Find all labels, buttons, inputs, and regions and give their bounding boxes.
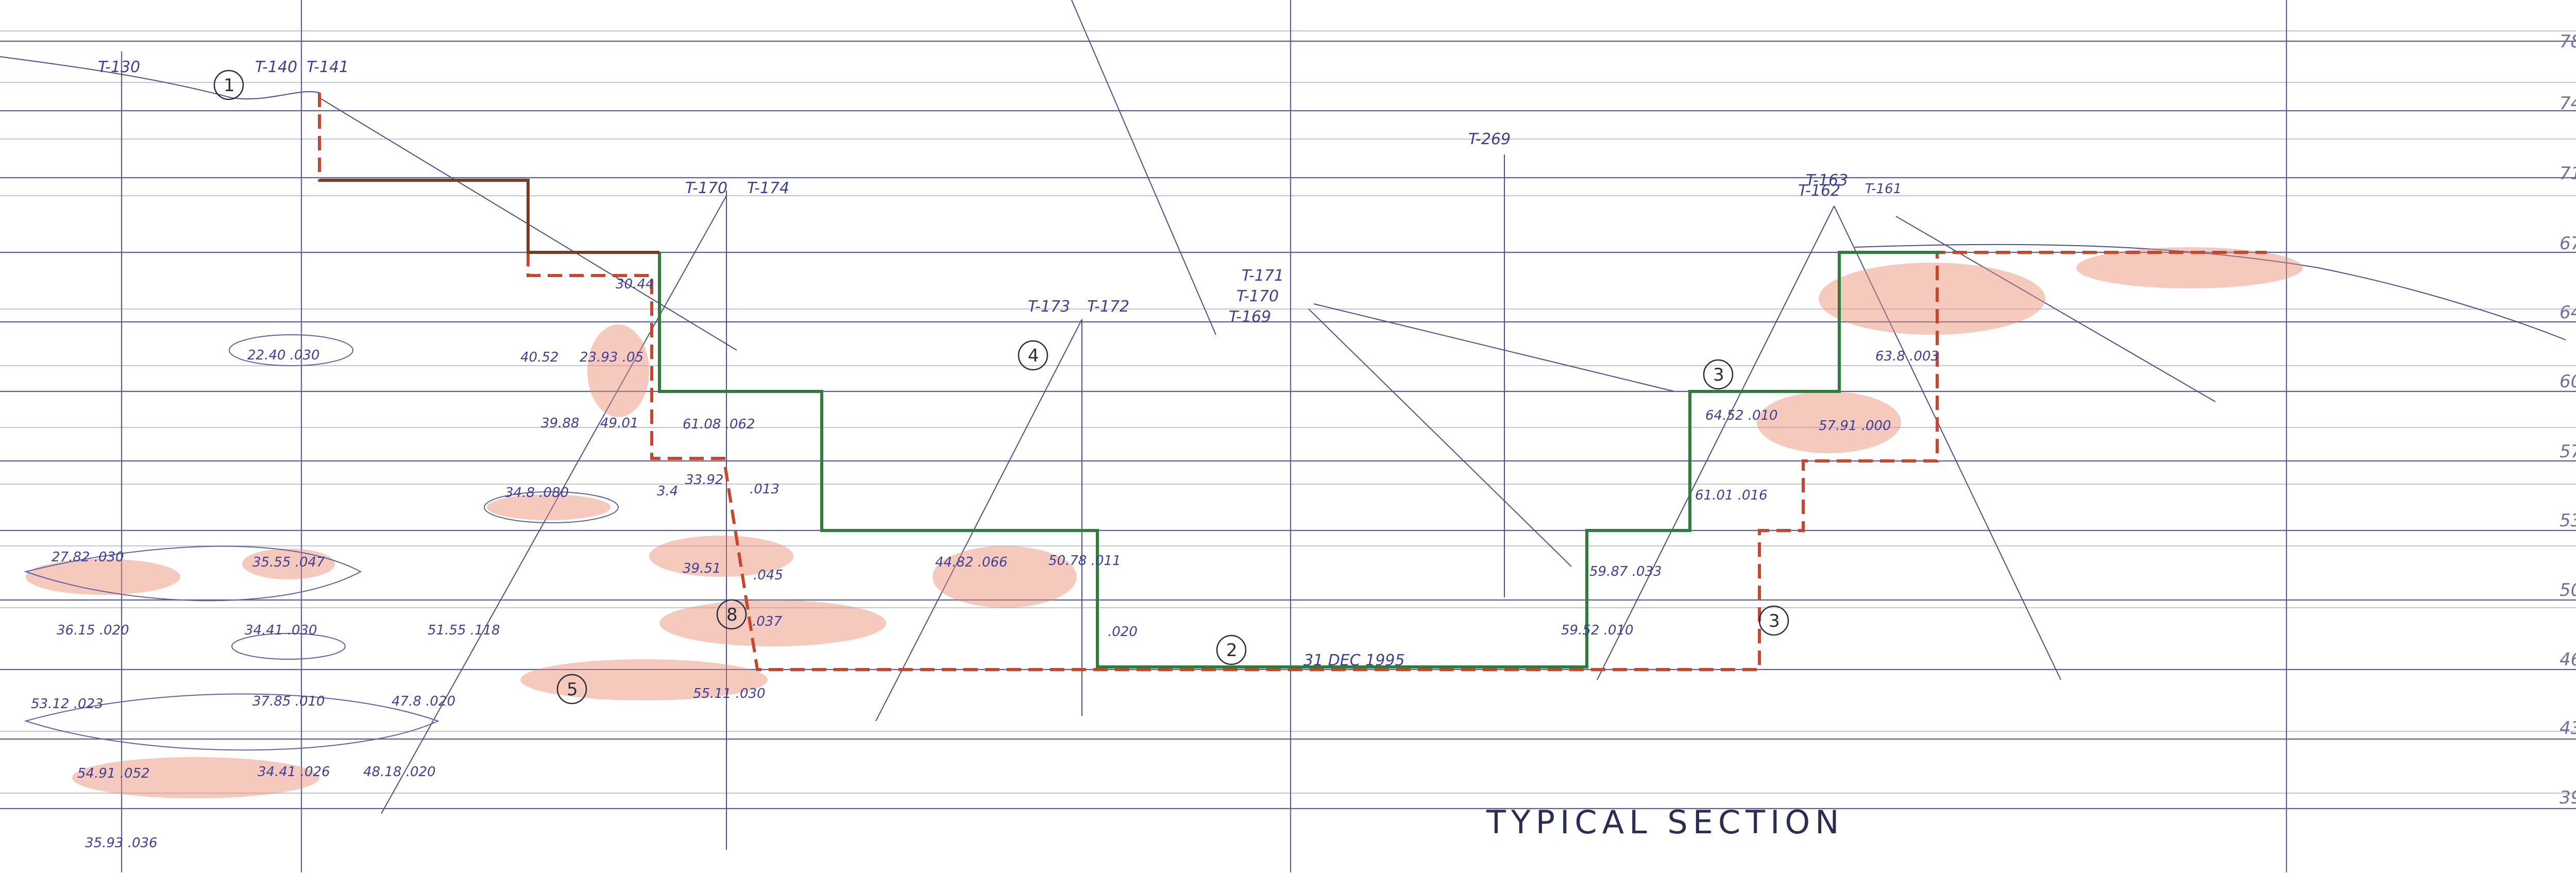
assay-label: .037 [752, 614, 782, 629]
assay-label: 33.92 [685, 472, 723, 488]
drill-holes [0, 0, 2566, 850]
assay-label: 40.52 [520, 350, 558, 365]
callouts: 1 2 3 3 3 4 5 8 [213, 70, 1789, 705]
assay-label: 54.91 .052 [77, 766, 150, 781]
elevation-labels: 780 745 710 675 640 605 570 535 500 465 … [2560, 31, 2576, 808]
assay-label: 51.55 .118 [428, 623, 500, 638]
ore-zones [24, 247, 2303, 798]
elevation-label: 570 [2560, 441, 2576, 462]
callout-number: 3 [1769, 611, 1780, 631]
assay-label: 48.18 .020 [363, 764, 436, 780]
hole-label: T-161 [1865, 181, 1902, 197]
assay-label: 36.15 .020 [57, 623, 129, 638]
assay-label: 59.87 .033 [1589, 564, 1662, 579]
assay-label: 37.85 .010 [252, 694, 325, 709]
callout-number: 2 [1226, 640, 1238, 661]
drawing-title: TYPICAL SECTION [1486, 803, 1844, 841]
assay-label: 3.4 [657, 484, 678, 499]
hole-label: T-174 [747, 179, 789, 197]
assay-label: 63.8 .003 [1875, 349, 1939, 364]
hole-label: T-162 [1798, 182, 1840, 200]
hole-label: T-163 [1806, 171, 1848, 190]
elevation-label: 395 [2560, 787, 2576, 808]
callout-number: 4 [1028, 346, 1039, 366]
elevation-label: 675 [2560, 233, 2576, 254]
hole-labels: T-130 T-140 T-141 T-170 T-174 T-173 T-17… [98, 58, 1902, 326]
hole-label: T-269 [1468, 130, 1511, 148]
hole-label: T-169 [1229, 308, 1271, 326]
assay-label: 23.93 .05 [580, 350, 643, 365]
date-stamp: 31 DEC 1995 [1303, 651, 1405, 670]
assay-label: 39.88 [541, 416, 579, 431]
assay-label: 50.78 .011 [1048, 553, 1121, 569]
assay-label: .045 [753, 568, 783, 583]
assay-label: 39.51 [683, 561, 721, 576]
assay-label: 55.11 .030 [693, 686, 766, 701]
callout-number: 8 [726, 605, 738, 625]
assay-label: 61.01 .016 [1695, 488, 1768, 503]
elevation-label: 710 [2560, 163, 2576, 184]
elevation-label: 430 [2560, 718, 2576, 739]
assay-label: 27.82 .030 [52, 550, 124, 565]
assay-label: .020 [1108, 624, 1138, 640]
assay-label: 59.52 .010 [1561, 623, 1634, 638]
assay-label: 34.8 .080 [505, 485, 569, 501]
assay-label: 64.52 .010 [1705, 408, 1778, 423]
assay-label: 30.44 [616, 277, 654, 292]
assay-label: 22.40 .030 [247, 348, 320, 363]
hole-label: T-172 [1087, 298, 1129, 316]
elevation-label: 640 [2560, 302, 2576, 323]
callout-number: 1 [224, 75, 235, 96]
callout-number: 3 [1713, 365, 1724, 385]
assay-annotations: 22.40 .030 30.44 40.52 23.93 .05 39.88 4… [31, 277, 1939, 851]
elevation-label: 605 [2560, 371, 2576, 392]
elevation-label: 535 [2560, 510, 2576, 531]
hole-label: T-170 [685, 179, 727, 197]
assay-label: 61.08 .062 [683, 417, 755, 432]
assay-label: 47.8 .020 [392, 694, 455, 709]
elevation-label: 465 [2560, 649, 2576, 670]
hole-label: T-140 [255, 58, 297, 76]
mined-outline [319, 179, 1942, 668]
elevation-label: 500 [2560, 580, 2576, 601]
paper-ruling [0, 30, 2576, 794]
assay-label: 49.01 [600, 416, 638, 431]
hole-label: T-141 [307, 58, 349, 76]
assay-label: 53.12 .023 [31, 696, 104, 712]
hole-label: T-171 [1242, 267, 1284, 285]
hole-label: T-130 [98, 58, 140, 76]
assay-label: 34.41 .026 [258, 764, 330, 780]
callout-number: 5 [567, 679, 578, 700]
hole-label: T-173 [1028, 298, 1070, 316]
assay-label: 35.93 .036 [85, 835, 158, 851]
assay-label: 44.82 .066 [935, 555, 1008, 570]
assay-label: 57.91 .000 [1819, 418, 1891, 434]
elevation-label: 780 [2560, 31, 2576, 52]
hole-label: T-170 [1236, 287, 1279, 305]
assay-label: 34.41 .030 [245, 623, 317, 638]
assay-label: .013 [750, 482, 779, 497]
assay-label: 35.55 .047 [252, 555, 325, 570]
elevation-label: 745 [2560, 93, 2576, 114]
